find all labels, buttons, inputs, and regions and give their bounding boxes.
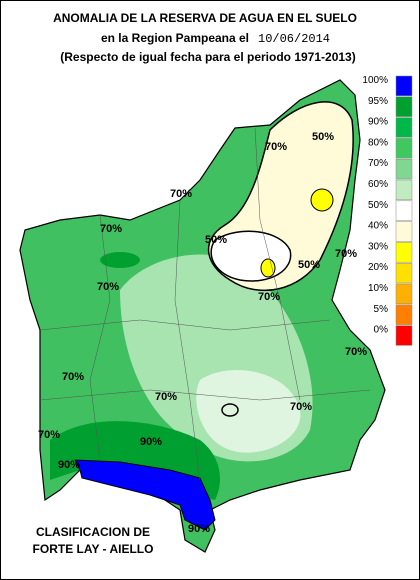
pale-area (196, 370, 301, 453)
contour (221, 403, 239, 417)
legend-swatch (395, 158, 413, 180)
contour-label: 70% (155, 391, 177, 403)
contour-label: 70% (290, 401, 312, 413)
dry-spot (260, 258, 276, 278)
contour-label: 70% (170, 188, 192, 200)
legend-label: 50% (368, 200, 388, 211)
legend-label: 40% (368, 221, 388, 232)
legend-swatch (395, 283, 413, 305)
subtitle-period: (Respecto de igual fecha para el periodo… (60, 50, 355, 64)
contour-label: 70% (258, 291, 280, 303)
legend-label: 60% (368, 179, 388, 190)
contour-label: 70% (265, 141, 287, 153)
legend-label: 95% (368, 96, 388, 107)
legend: 100% 95% 90% 80% 70% 60% 50% 40% 30% 20% 10% 5% 0% (362, 75, 413, 346)
contour-label: 90% (140, 436, 162, 448)
contour-labels: 70% 50% 70% 70% 50% 50% 70% 70% 70% 70% … (38, 131, 367, 535)
very-wet-area (74, 459, 216, 531)
contour-label: 70% (38, 429, 60, 441)
legend-swatch (395, 221, 413, 242)
legend-label: 90% (368, 117, 388, 128)
legend-label: 70% (368, 158, 388, 169)
contour-label: 50% (205, 234, 227, 246)
legend-swatch (395, 179, 413, 201)
wet-spot (100, 252, 140, 268)
credit: CLASIFICACION DE (36, 525, 150, 539)
legend-swatch (395, 242, 413, 263)
legend-swatch (395, 304, 413, 325)
contour-label: 70% (335, 248, 357, 260)
legend-swatch (395, 117, 413, 138)
contour-label: 90% (188, 523, 210, 535)
contour-label: 50% (298, 259, 320, 271)
contour-label: 70% (100, 223, 122, 235)
legend-label: 100% (362, 75, 388, 86)
date: 10/06/2014 (258, 32, 330, 46)
legend-swatch (395, 96, 413, 117)
legend-swatch (395, 200, 413, 221)
legend-label: 30% (368, 241, 388, 252)
legend-label: 20% (368, 262, 388, 273)
legend-swatch (395, 325, 413, 346)
title: ANOMALIA DE LA RESERVA DE AGUA EN EL SUE… (53, 11, 357, 25)
legend-label: 10% (368, 283, 388, 294)
contour-label: 70% (345, 346, 367, 358)
legend-swatch (395, 138, 413, 159)
contour-label: 70% (97, 281, 119, 293)
subtitle: en la Region Pampeana el (101, 31, 249, 45)
legend-swatch (395, 262, 413, 284)
contour-label: 90% (58, 459, 80, 471)
legend-label: 80% (368, 137, 388, 148)
legend-label: 0% (374, 325, 389, 336)
contour-label: 70% (62, 371, 84, 383)
legend-label: 5% (374, 304, 389, 315)
credit: FORTE LAY - AIELLO (33, 542, 154, 556)
borders (39, 127, 371, 481)
dry-spot (310, 188, 334, 212)
legend-swatch (395, 75, 413, 97)
map (19, 79, 386, 553)
contour-label: 50% (312, 131, 334, 143)
